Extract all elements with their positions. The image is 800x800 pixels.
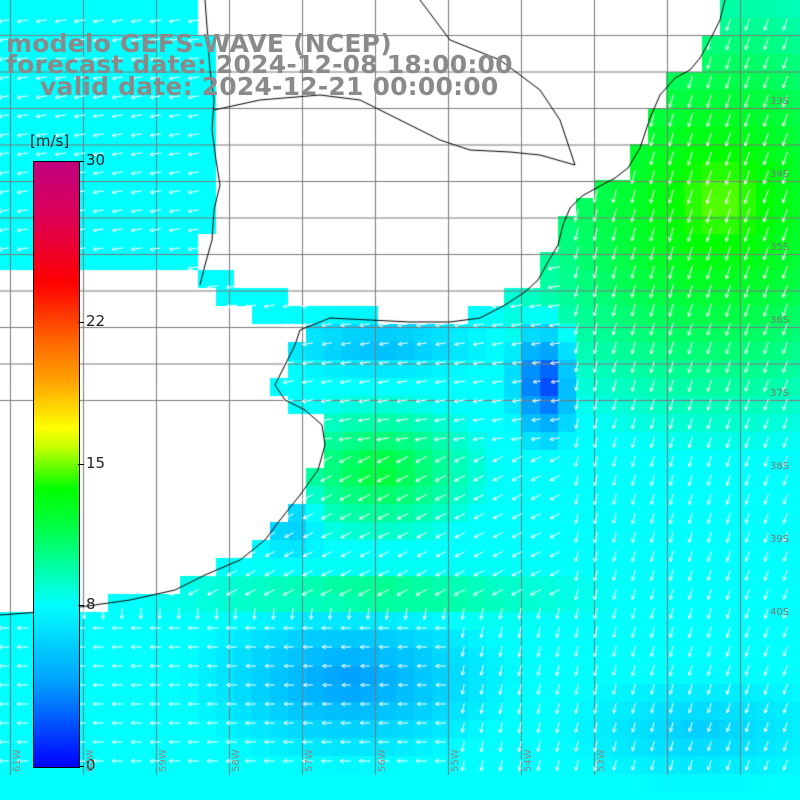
colorbar-tick-mark [78,463,84,465]
colorbar-tick-mark [78,604,84,606]
latitude-label: 38S [770,461,790,472]
longitude-label: 57W [304,749,315,772]
longitude-label: 55W [450,749,461,772]
longitude-label: 60W [85,749,96,772]
latitude-label: 40S [770,607,790,618]
longitude-label: 56W [377,749,388,772]
longitude-label: 58W [231,749,242,772]
map-title-forecast-date: forecast date: 2024-12-08 18:00:00 [6,50,513,79]
colorbar [33,161,80,768]
colorbar-tick-label: 22 [86,312,106,331]
colorbar-tick-label: 8 [86,594,96,613]
colorbar-tick-mark [78,322,84,324]
longitude-label: 59W [158,749,169,772]
colorbar-tick-label: 30 [86,151,106,169]
colorbar-tick-mark [78,766,84,767]
map-title-valid-date: valid date: 2024-12-21 00:00:00 [40,72,499,101]
longitude-label: 53W [596,749,607,772]
longitude-label: 61W [12,749,23,772]
colorbar-tick-label: 15 [86,453,106,472]
latitude-label: 35S [770,242,790,253]
latitude-label: 37S [770,388,790,399]
colorbar-tick-label: 0 [86,756,96,774]
map-title-model: modelo GEFS-WAVE (NCEP) [6,29,392,58]
longitude-label: 54W [523,749,534,772]
latitude-label: 36S [770,315,790,326]
latitude-label: 39S [770,534,790,545]
colorbar-unit: [m/s] [30,132,70,150]
latitude-label: 34S [770,169,790,180]
colorbar-tick-mark [78,161,84,162]
latitude-label: 33S [770,96,790,107]
